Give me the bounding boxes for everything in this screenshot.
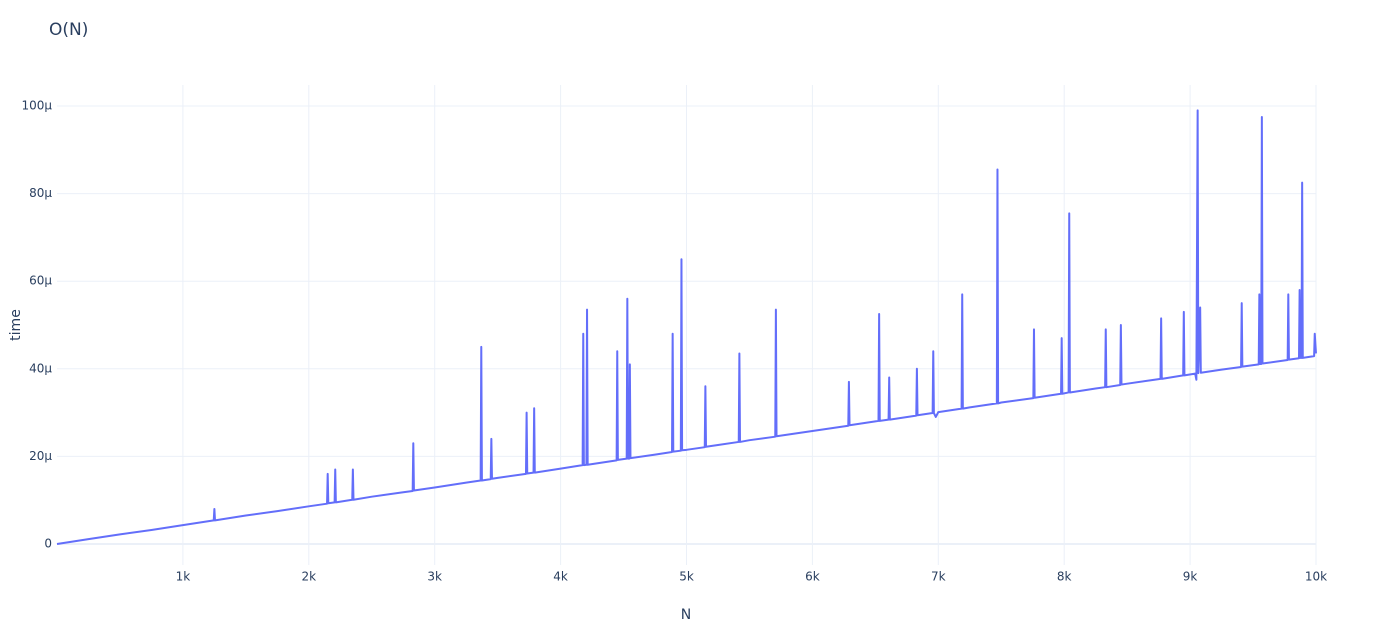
x-tick-label: 1k: [176, 570, 191, 584]
y-tick-label: 80µ: [29, 186, 52, 200]
x-tick-label: 6k: [805, 570, 820, 584]
x-tick-label: 8k: [1057, 570, 1072, 584]
x-tick-label: 7k: [931, 570, 946, 584]
x-axis-label: N: [681, 607, 691, 623]
y-tick-label: 0: [44, 536, 52, 550]
y-tick-label: 100µ: [21, 99, 52, 113]
chart-title: O(N): [49, 20, 88, 40]
y-tick-label: 40µ: [29, 361, 52, 375]
y-tick-label: 20µ: [29, 449, 52, 463]
x-tick-label: 9k: [1183, 570, 1198, 584]
line-series: [56, 109, 1317, 545]
y-axis-label: time: [8, 309, 24, 341]
x-tick-label: 4k: [553, 570, 568, 584]
x-tick-label: 2k: [302, 570, 317, 584]
x-tick-label: 5k: [679, 570, 694, 584]
x-tick-label: 3k: [427, 570, 442, 584]
x-tick-label: 10k: [1305, 570, 1327, 584]
y-tick-label: 60µ: [29, 274, 52, 288]
